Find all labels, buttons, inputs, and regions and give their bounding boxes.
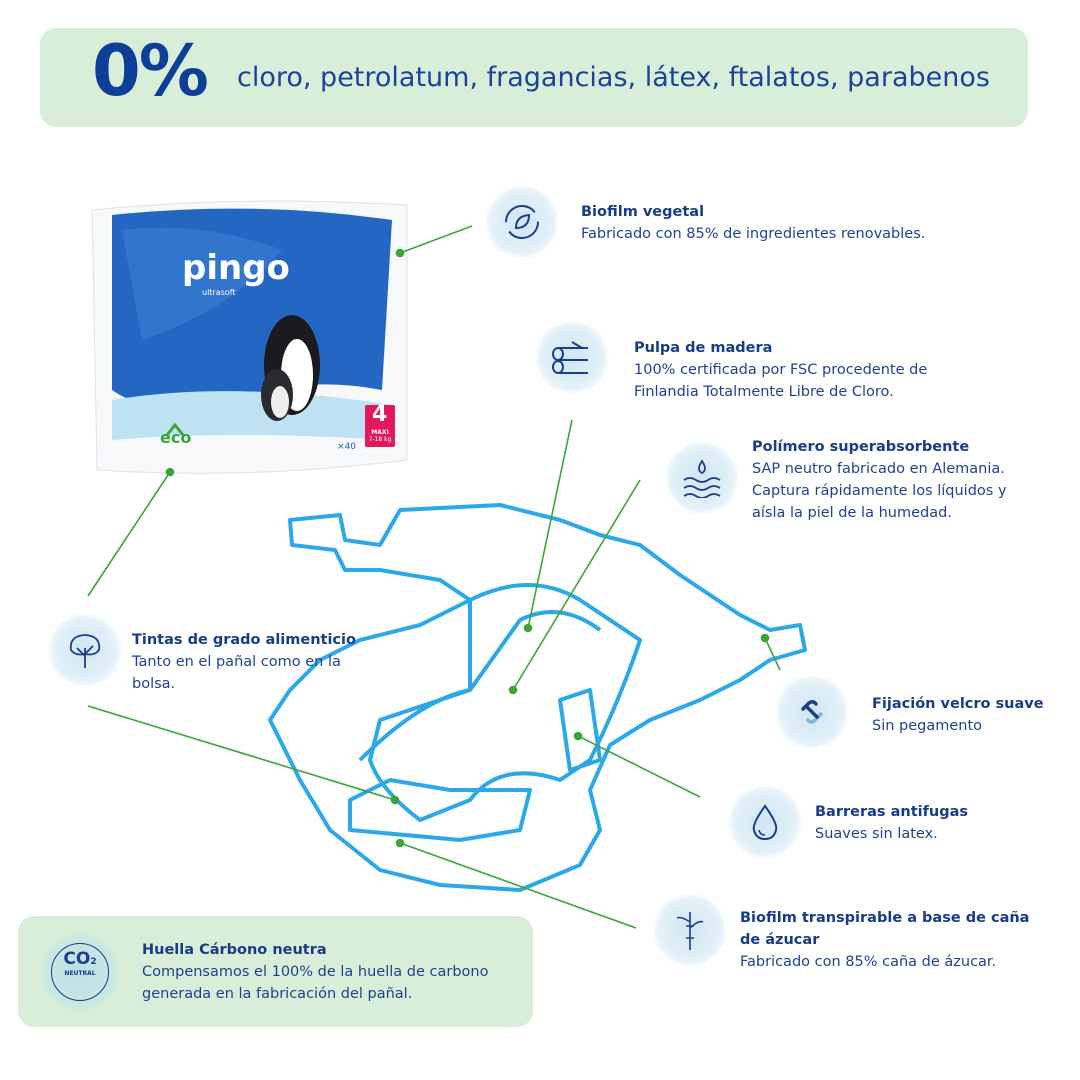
feature-desc: aísla la piel de la humedad.	[752, 505, 952, 521]
feature-desc: Suaves sin latex.	[815, 826, 938, 842]
feature-title: Fijación velcro suave	[872, 696, 1044, 712]
feature-desc: Sin pegamento	[872, 718, 983, 734]
leaf-cycle-icon	[485, 185, 559, 259]
feature-desc: generada en la fabricación del pañal.	[142, 986, 413, 1002]
feature-title: Polímero superabsorbente	[752, 439, 970, 455]
feature-title: Barreras antifugas	[815, 804, 969, 820]
feature-desc: SAP neutro fabricado en Alemania.	[752, 461, 1005, 477]
feature-title: Biofilm transpirable a base de caña	[740, 910, 1030, 926]
zero-percent: 0%	[92, 30, 209, 112]
feature-desc: bolsa.	[132, 676, 176, 692]
feature-title: Pulpa de madera	[634, 340, 773, 356]
feature-desc: Compensamos el 100% de la huella de carb…	[142, 964, 489, 980]
feature-co2: Huella Cárbono neutra Compensamos el 100…	[142, 939, 488, 1005]
feature-pulpa-madera: Pulpa de madera 100% certificada por FSC…	[634, 337, 927, 403]
feature-title: Biofilm vegetal	[581, 204, 705, 220]
feature-desc: Finlandia Totalmente Libre de Cloro.	[634, 384, 894, 400]
feature-polimero: Polímero superabsorbente SAP neutro fabr…	[752, 436, 1007, 524]
drop-icon	[728, 785, 802, 859]
feature-fijacion: Fijación velcro suave Sin pegamento	[872, 693, 1044, 737]
brand-logo: pingo	[182, 248, 290, 288]
tree-icon	[48, 613, 122, 687]
feature-desc: Captura rápidamente los líquidos y	[752, 483, 1007, 499]
feature-biofilm-transpirable: Biofilm transpirable a base de caña de á…	[740, 907, 1029, 973]
feature-title: Tintas de grado alimenticio	[132, 632, 356, 648]
size-label: MAXI	[371, 429, 389, 436]
feature-desc: 100% certificada por FSC procedente de	[634, 362, 928, 378]
co2-badge-label: NEUTRAL	[64, 970, 96, 977]
banner-text: cloro, petrolatum, fragancias, látex, ft…	[237, 62, 990, 93]
weight-label: 7-18 kg	[368, 436, 392, 443]
banner	[40, 28, 1028, 127]
feature-desc: Tanto en el pañal como en la	[132, 654, 341, 670]
co2-badge: CO	[63, 949, 91, 969]
feature-title-cont: de ázucar	[740, 932, 820, 948]
feature-biofilm-vegetal: Biofilm vegetal Fabricado con 85% de ing…	[581, 201, 925, 245]
size-number: 4	[372, 402, 388, 427]
leader-lines	[87, 225, 781, 929]
sugar-cane-icon	[653, 893, 727, 967]
eco-label: eco	[160, 428, 192, 447]
feature-desc: Fabricado con 85% caña de ázucar.	[740, 954, 997, 970]
feature-barreras: Barreras antifugas Suaves sin latex.	[815, 801, 968, 845]
feature-title: Huella Cárbono neutra	[142, 942, 327, 958]
feature-tintas: Tintas de grado alimenticio Tanto en el …	[132, 629, 356, 695]
absorb-drops-icon	[665, 441, 739, 515]
co2-badge-sub: 2	[90, 957, 97, 967]
co2-neutral-icon: CO2 NEUTRAL	[40, 932, 120, 1012]
feature-desc: Fabricado con 85% de ingredientes renova…	[581, 226, 926, 242]
wood-logs-icon	[535, 320, 609, 394]
count-label: ×40	[337, 442, 356, 452]
diaper-outline	[268, 503, 807, 892]
brand-sub: ultrasoft	[202, 288, 236, 297]
product-package: pingo ultrasoft 4 MAXI 7-18 kg eco ×40	[82, 190, 412, 480]
link-icon	[775, 675, 849, 749]
